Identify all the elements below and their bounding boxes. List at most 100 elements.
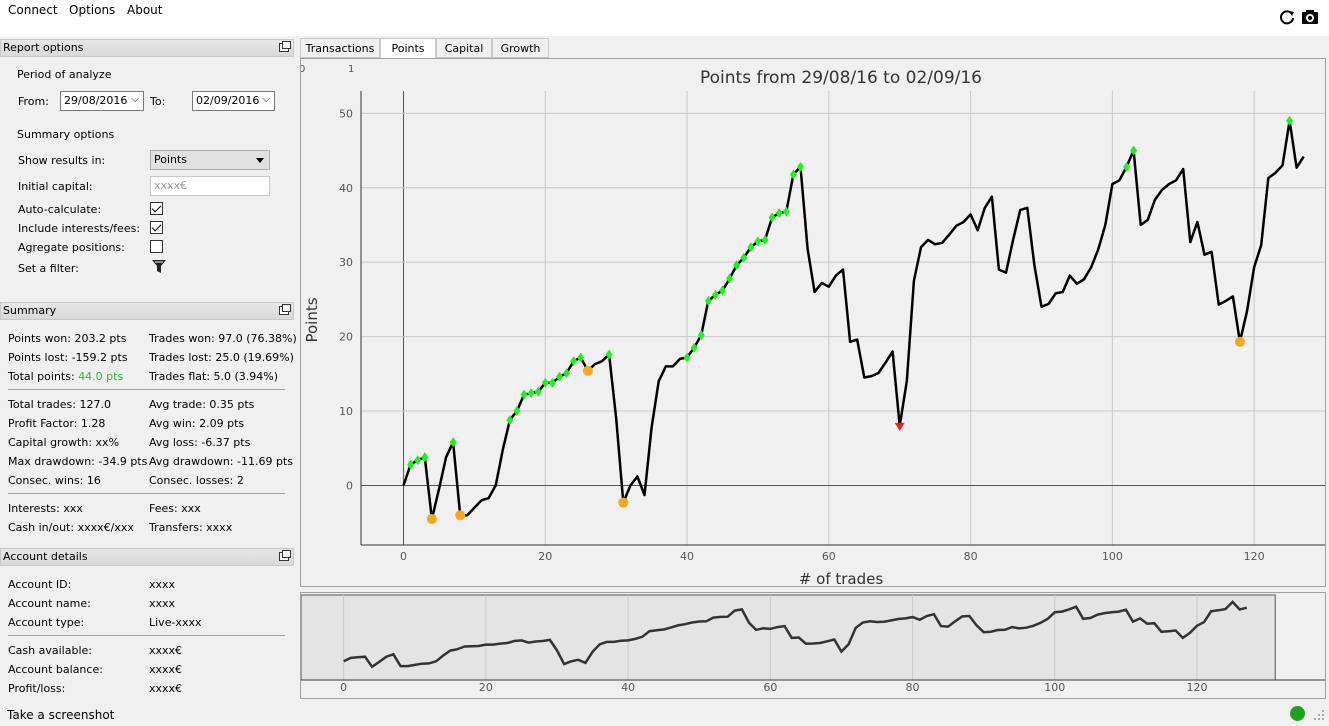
loss-marker xyxy=(582,365,593,376)
win-marker xyxy=(555,371,563,382)
points-won: Points won: 203.2 pts xyxy=(8,332,127,345)
interests: Interests: xxx xyxy=(8,502,83,515)
win-marker xyxy=(719,285,726,296)
cash-in-out: Cash in/out: xxxx€/xxx xyxy=(8,521,134,534)
to-date-value: 02/09/2016 xyxy=(196,94,260,107)
win-marker xyxy=(747,242,755,253)
initial-capital-label: Initial capital: xyxy=(18,180,93,193)
from-label: From: xyxy=(18,95,49,108)
win-marker xyxy=(414,455,422,466)
loss-marker xyxy=(618,497,629,508)
navigator-tick-label: 20 xyxy=(479,681,493,694)
navigator-series-line xyxy=(343,600,1248,669)
corner-zero-label: 0 xyxy=(301,64,305,75)
total-points: Total points: 44.0 pts xyxy=(8,370,123,383)
show-results-value: Points xyxy=(154,153,188,166)
profit-loss-label: Profit/loss: xyxy=(8,682,66,695)
auto-calculate-checkbox[interactable] xyxy=(150,202,163,215)
win-marker xyxy=(711,289,719,300)
dropdown-arrow-icon xyxy=(256,158,264,163)
win-marker xyxy=(1286,115,1294,126)
cash-available-value: xxxx€ xyxy=(149,644,183,657)
divider xyxy=(8,493,285,494)
total-trades: Total trades: 127.0 xyxy=(8,398,111,411)
win-marker xyxy=(506,414,514,425)
chart-title: Points from 29/08/16 to 02/09/16 xyxy=(700,68,982,88)
tab-capital[interactable]: Capital xyxy=(436,38,492,58)
initial-capital-input[interactable]: xxxx€ xyxy=(150,176,270,196)
menu-bar: Connect Options About xyxy=(0,0,1329,36)
win-marker xyxy=(740,252,748,263)
transfers: Transfers: xxxx xyxy=(149,521,233,534)
win-marker xyxy=(782,206,790,217)
account-balance-label: Account balance: xyxy=(8,663,103,676)
initial-capital-placeholder: xxxx€ xyxy=(154,179,188,192)
from-date-picker[interactable]: 29/08/2016 ⌵ xyxy=(60,91,144,111)
resize-grip-icon[interactable] xyxy=(1312,708,1326,722)
chevron-down-icon: ⌵ xyxy=(131,94,139,105)
menu-connect[interactable]: Connect xyxy=(8,3,58,17)
refresh-icon[interactable] xyxy=(1278,8,1296,26)
win-marker xyxy=(768,212,776,223)
x-tick-label: 0 xyxy=(400,550,407,563)
x-tick-label: 100 xyxy=(1102,550,1123,563)
account-type-label: Account type: xyxy=(8,616,85,629)
y-axis-label: Points xyxy=(303,297,321,342)
chevron-down-icon: ⌵ xyxy=(262,94,270,105)
win-marker xyxy=(570,356,578,367)
navigator-selection[interactable] xyxy=(300,594,1276,681)
account-details-header: Account details xyxy=(0,548,294,566)
tab-points[interactable]: Points xyxy=(380,38,436,59)
float-panel-icon[interactable] xyxy=(279,550,291,561)
avg-drawdown: Avg drawdown: -11.69 pts xyxy=(149,455,293,468)
y-tick-label: 0 xyxy=(346,479,353,492)
menu-about[interactable]: About xyxy=(127,3,163,17)
status-text: Take a screenshot xyxy=(7,708,115,722)
float-panel-icon[interactable] xyxy=(279,304,291,315)
loss-marker xyxy=(1234,336,1245,347)
auto-calculate-label: Auto-calculate: xyxy=(18,203,102,216)
win-marker xyxy=(407,459,415,470)
navigator-tick-label: 60 xyxy=(763,681,777,694)
total-points-label: Total points: xyxy=(8,370,75,383)
win-marker xyxy=(563,368,571,379)
to-date-picker[interactable]: 02/09/2016 ⌵ xyxy=(192,91,275,111)
total-points-value: 44.0 pts xyxy=(78,370,124,383)
menu-options[interactable]: Options xyxy=(69,3,116,17)
points-chart[interactable]: 0 1 Points from 29/08/16 to 02/09/16 # o… xyxy=(299,59,1325,588)
win-marker xyxy=(520,389,528,400)
tab-growth[interactable]: Growth xyxy=(492,38,549,58)
win-marker xyxy=(527,388,535,399)
tab-transactions[interactable]: Transactions xyxy=(300,38,380,58)
connection-status-indicator xyxy=(1290,706,1305,721)
win-marker xyxy=(513,406,521,417)
loss-marker xyxy=(455,510,466,521)
win-marker xyxy=(449,437,457,448)
aggregate-label: Agregate positions: xyxy=(18,241,125,254)
y-tick-label: 20 xyxy=(339,331,353,344)
aggregate-checkbox[interactable] xyxy=(150,240,163,253)
points-lost: Points lost: -159.2 pts xyxy=(8,351,128,364)
account-balance-value: xxxx€ xyxy=(149,663,183,676)
win-marker xyxy=(761,234,769,245)
avg-loss: Avg loss: -6.37 pts xyxy=(149,436,251,449)
account-name-value: xxxx xyxy=(149,597,176,610)
max-drawdown-marker xyxy=(894,422,905,431)
account-id-value: xxxx xyxy=(149,578,176,591)
consec-wins: Consec. wins: 16 xyxy=(8,474,101,487)
loss-marker xyxy=(426,513,437,524)
include-fees-checkbox[interactable] xyxy=(150,221,163,234)
navigator-tick-label: 100 xyxy=(1044,681,1065,694)
show-results-select[interactable]: Points xyxy=(150,150,270,170)
float-panel-icon[interactable] xyxy=(279,41,291,52)
cash-available-label: Cash available: xyxy=(8,644,92,657)
win-marker xyxy=(605,349,613,360)
navigator-tick-label: 0 xyxy=(340,681,347,694)
camera-icon[interactable] xyxy=(1301,8,1319,26)
y-tick-label: 30 xyxy=(339,256,353,269)
filter-icon[interactable] xyxy=(151,259,167,275)
x-tick-label: 60 xyxy=(822,550,836,563)
navigator-tick-label: 40 xyxy=(621,681,635,694)
